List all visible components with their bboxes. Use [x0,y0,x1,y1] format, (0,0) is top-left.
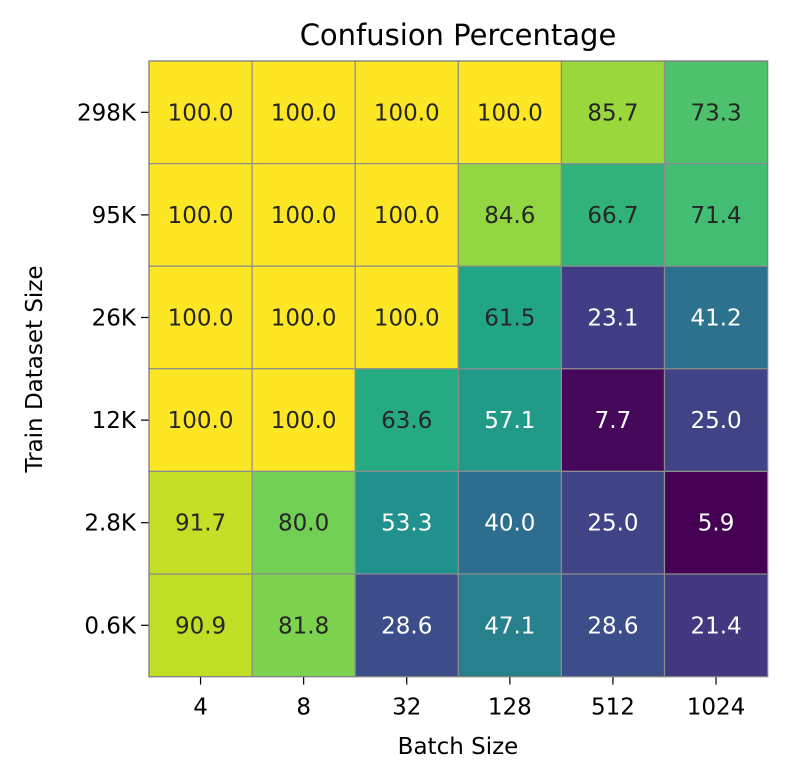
cell-value-label: 7.7 [595,408,632,434]
y-tick-label: 95K [92,203,137,229]
heatmap-cell [457,368,562,472]
cell-value-label: 28.6 [381,613,432,639]
cell-value-label: 73.3 [690,100,741,126]
cell-value-label: 100.0 [374,203,440,229]
cell-value-label: 25.0 [690,408,741,434]
x-axis-label: Batch Size [398,734,519,760]
heatmap-cell [148,573,253,678]
heatmap-cell [457,265,562,370]
cell-value-label: 100.0 [168,306,234,332]
x-tick-label: 4 [193,695,208,721]
cell-value-label: 47.1 [484,613,535,639]
heatmap-cell [663,573,769,678]
cell-value-label: 100.0 [374,306,440,332]
cell-value-label: 100.0 [477,100,543,126]
cell-value-label: 41.2 [690,306,741,332]
cell-value-label: 40.0 [484,511,535,537]
x-tick-label: 32 [392,695,421,721]
cell-value-label: 21.4 [690,613,741,639]
heatmap-cell [148,470,253,575]
cell-value-label: 100.0 [168,408,234,434]
heatmap-cells: 100.0 100.0 100.0 100.0 85.7 73.3 100.0 100.0 10… [148,60,769,678]
cell-value-label: 100.0 [271,408,337,434]
y-axis-ticks: 298K 95K 26K 12K 2.8K 0.6K [77,100,149,639]
cell-value-label: 71.4 [690,203,741,229]
heatmap-cell [663,265,769,370]
heatmap-cell [251,163,356,267]
cell-value-label: 84.6 [484,203,535,229]
cell-value-label: 85.7 [587,100,638,126]
y-tick-label: 298K [77,100,137,126]
heatmap-cell [148,265,253,370]
cell-value-label: 80.0 [278,511,329,537]
heatmap-cell [560,265,666,370]
cell-value-label: 28.6 [587,613,638,639]
cell-value-label: 100.0 [168,203,234,229]
heatmap-cell [663,163,769,267]
heatmap-cell [457,60,562,165]
cell-value-label: 66.7 [587,203,638,229]
cell-value-label: 61.5 [484,306,535,332]
y-tick-label: 12K [92,408,137,434]
heatmap-cell [148,368,253,472]
cell-value-label: 100.0 [271,306,337,332]
x-tick-label: 8 [296,695,311,721]
y-tick-label: 0.6K [84,613,137,639]
x-tick-label: 512 [591,695,635,721]
cell-value-label: 25.0 [587,511,638,537]
x-tick-label: 1024 [687,695,746,721]
x-axis-ticks: 4 8 32 128 512 1024 [193,676,746,721]
cell-value-label: 57.1 [484,408,535,434]
heatmap-cell [251,368,356,472]
heatmap-cell [663,60,769,165]
cell-value-label: 5.9 [698,511,735,537]
heatmap-cell [560,368,666,472]
cell-value-label: 100.0 [271,100,337,126]
cell-value-label: 100.0 [374,100,440,126]
heatmap-cell [560,573,666,678]
heatmap-cell [148,60,253,165]
cell-value-label: 81.8 [278,613,329,639]
heatmap-cell [560,470,666,575]
heatmap-cell [354,368,459,472]
heatmap-cell [457,470,562,575]
cell-value-label: 100.0 [168,100,234,126]
heatmap-cell [251,60,356,165]
cell-value-label: 100.0 [271,203,337,229]
y-tick-label: 26K [92,306,137,332]
y-axis-label: Train Dataset Size [22,265,48,473]
y-tick-label: 2.8K [84,511,137,537]
chart-title: Confusion Percentage [300,18,617,52]
cell-value-label: 63.6 [381,408,432,434]
x-tick-label: 128 [488,695,532,721]
heatmap-cell [560,60,666,165]
heatmap-cell [457,163,562,267]
plot-border [148,60,769,678]
cell-value-label: 23.1 [587,306,638,332]
cell-value-label: 90.9 [175,613,226,639]
cell-value-label: 53.3 [381,511,432,537]
heatmap-cell [251,265,356,370]
heatmap-cell [354,470,459,575]
cell-value-label: 91.7 [175,511,226,537]
